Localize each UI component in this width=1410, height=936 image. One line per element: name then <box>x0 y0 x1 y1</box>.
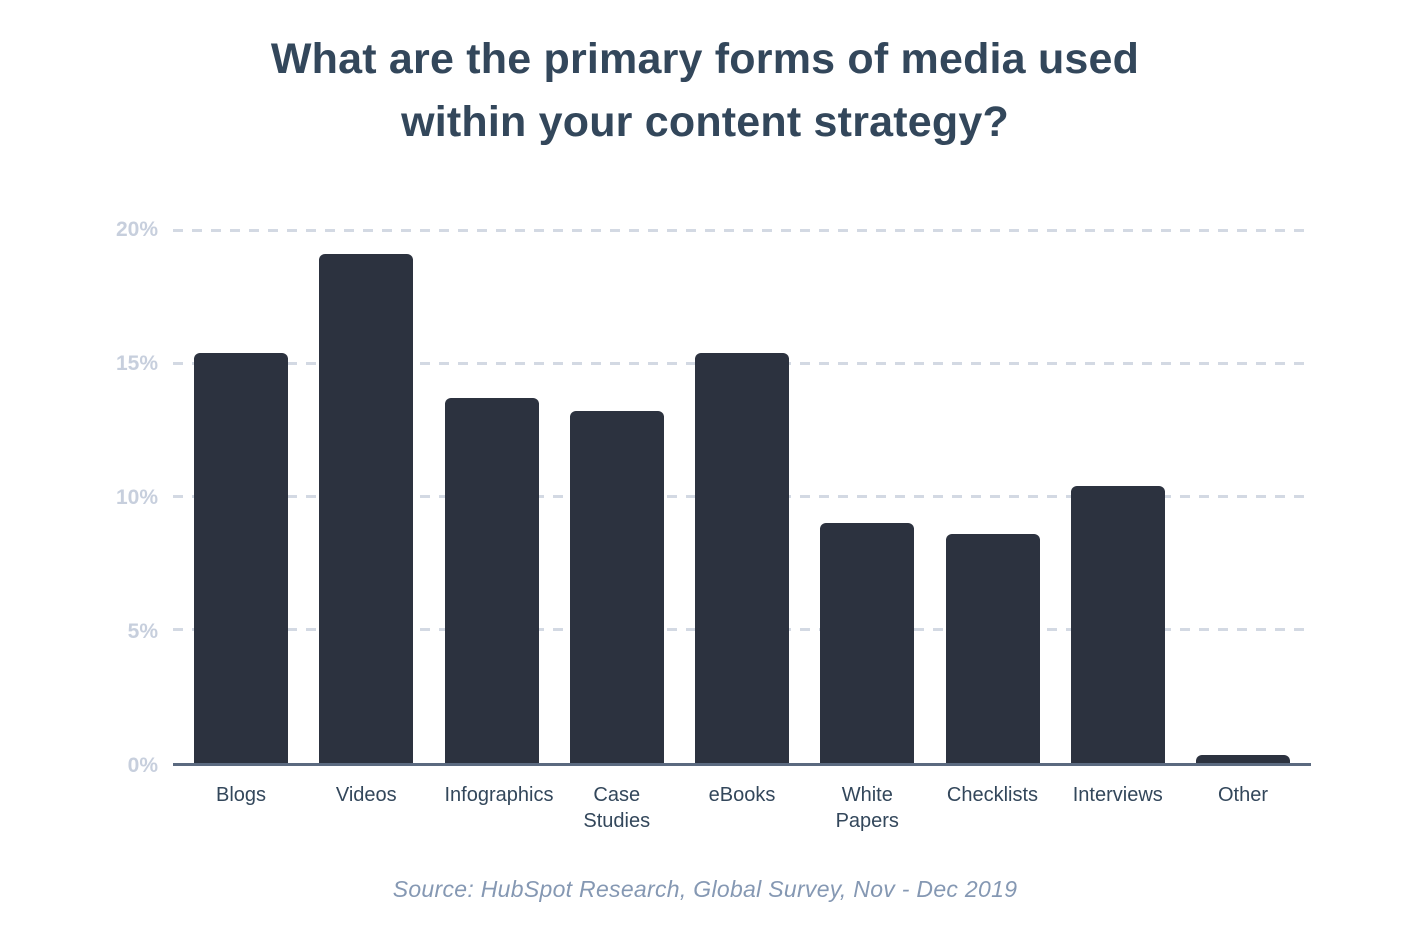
bar-chart: 20% 15% 10% 5% 0% <box>100 218 1311 777</box>
chart-title-line-2: within your content strategy? <box>401 98 1009 146</box>
x-label-blogs: Blogs <box>215 784 267 806</box>
plot-area <box>173 228 1311 766</box>
x-axis-spacer <box>100 782 173 834</box>
x-label-infographics: Infographics <box>444 784 554 806</box>
x-label-videos: Videos <box>335 784 397 806</box>
source-caption: Source: HubSpot Research, Global Survey,… <box>392 876 1018 902</box>
y-tick-label-10-: 10% <box>115 486 158 509</box>
x-label-interviews: Interviews <box>1072 784 1163 806</box>
chart-title: What are the primary forms of media used… <box>0 28 1410 154</box>
x-label-case-studies: Case Studies <box>583 784 651 832</box>
bar-case-studies <box>569 411 664 763</box>
y-tick-label-20-: 20% <box>115 218 158 241</box>
bar-checklists <box>945 533 1040 763</box>
bars-container <box>173 230 1311 763</box>
x-axis-labels: Blogs Videos Infographics Case Studies eBook… <box>173 782 1311 834</box>
y-tick-label-15-: 15% <box>115 352 158 375</box>
bar-ebooks <box>695 352 789 763</box>
bar-videos <box>319 254 414 763</box>
bar-interviews <box>1070 485 1165 763</box>
bar-blogs <box>194 352 288 763</box>
y-tick-label-5-: 5% <box>127 620 158 643</box>
y-axis: 20% 15% 10% 5% 0% <box>100 218 173 777</box>
chart-title-line-1: What are the primary forms of media used <box>270 35 1140 83</box>
bar-other <box>1196 755 1290 763</box>
x-label-white-papers: White Papers <box>835 784 899 832</box>
gridline-20-percent <box>173 228 1311 232</box>
x-label-checklists: Checklists <box>946 784 1039 806</box>
x-axis: Blogs Videos Infographics Case Studies eBook… <box>100 782 1311 834</box>
bar-white-papers <box>820 523 915 763</box>
y-tick-label-0-: 0% <box>127 754 158 777</box>
x-label-other: Other <box>1217 784 1269 806</box>
bar-infographics <box>444 397 539 763</box>
x-label-ebooks: eBooks <box>708 784 776 806</box>
